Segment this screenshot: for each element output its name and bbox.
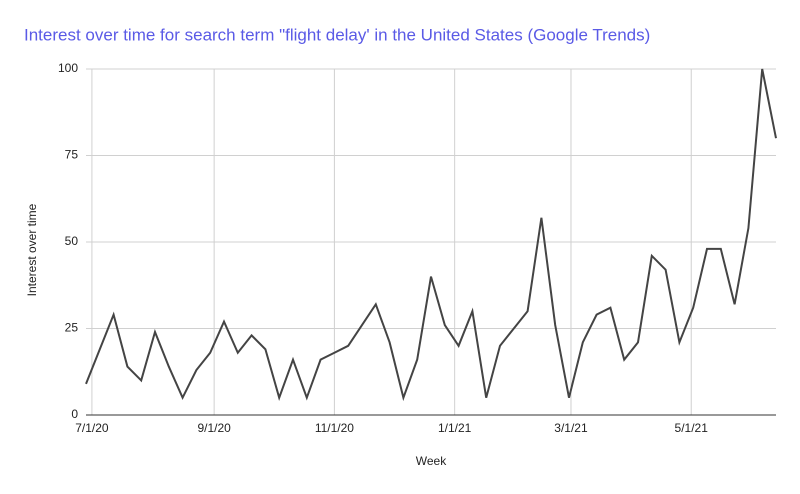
y-tick-label: 75 <box>65 148 79 162</box>
x-tick-label: 5/1/21 <box>675 421 709 435</box>
x-tick-label: 7/1/20 <box>75 421 109 435</box>
x-tick-label: 3/1/21 <box>554 421 588 435</box>
y-tick-label: 50 <box>65 234 79 248</box>
x-tick-label: 11/1/20 <box>315 421 354 435</box>
y-tick-label: 25 <box>65 321 79 335</box>
x-tick-label: 9/1/20 <box>197 421 231 435</box>
y-tick-label: 100 <box>58 61 78 75</box>
x-tick-label: 1/1/21 <box>438 421 472 435</box>
data-line <box>85 68 777 402</box>
chart-title: Interest over time for search term "flig… <box>24 25 650 44</box>
y-tick-label: 0 <box>71 407 78 421</box>
y-axis-label: Interest over time <box>25 203 39 296</box>
x-axis-label: Week <box>416 454 447 468</box>
